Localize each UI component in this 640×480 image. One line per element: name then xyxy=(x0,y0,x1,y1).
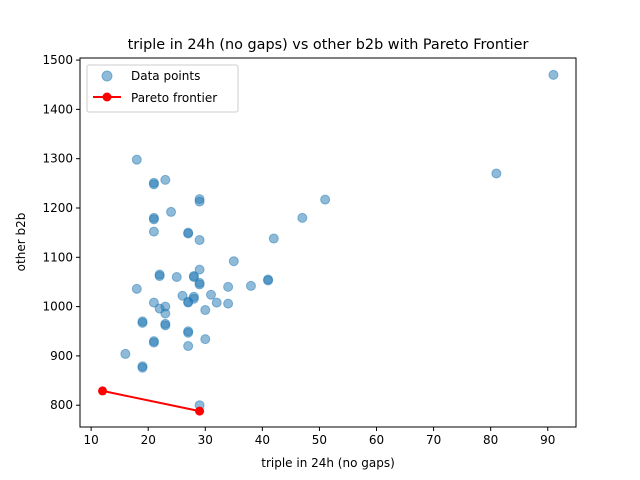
legend-box xyxy=(86,64,239,113)
data-point xyxy=(200,305,211,316)
data-point xyxy=(320,194,331,205)
y-tick-label: 1100 xyxy=(42,250,73,264)
data-point xyxy=(205,289,216,300)
data-point xyxy=(171,272,182,283)
data-point xyxy=(183,327,194,338)
data-point xyxy=(194,264,205,275)
data-point xyxy=(137,362,148,373)
x-tick-label: 90 xyxy=(540,433,555,447)
y-tick-label: 1500 xyxy=(42,53,73,67)
data-point xyxy=(177,290,188,301)
data-point xyxy=(131,283,142,294)
data-point xyxy=(548,69,559,80)
x-tick-label: 80 xyxy=(483,433,498,447)
plot-area: 10 20 30 40 50 60 70 80 90 800 900 1000 1100 1200 1300… xyxy=(42,53,577,447)
data-point xyxy=(154,271,165,282)
data-point xyxy=(120,348,131,359)
y-tick-label: 1000 xyxy=(42,300,73,314)
data-point xyxy=(211,297,222,308)
x-tick-label: 10 xyxy=(83,433,98,447)
axes-frame xyxy=(79,57,577,428)
legend-marker-pareto xyxy=(102,92,112,102)
pareto-frontier-line xyxy=(102,389,200,413)
x-axis-label: triple in 24h (no gaps) xyxy=(261,456,395,470)
data-point xyxy=(148,226,159,237)
y-tick-label: 1300 xyxy=(42,152,73,166)
x-tick-label: 20 xyxy=(141,433,156,447)
data-point xyxy=(131,154,142,165)
data-point xyxy=(183,341,194,352)
x-tick-label: 60 xyxy=(369,433,384,447)
data-point xyxy=(491,168,502,179)
data-point xyxy=(200,334,211,345)
chart-title: triple in 24h (no gaps) vs other b2b wit… xyxy=(128,37,529,53)
x-tick-label: 50 xyxy=(312,433,327,447)
data-point xyxy=(268,233,279,244)
data-point xyxy=(183,228,194,239)
x-tick-label: 40 xyxy=(255,433,270,447)
data-point xyxy=(154,303,165,314)
x-tick-label: 30 xyxy=(198,433,213,447)
data-point xyxy=(194,196,205,207)
data-point xyxy=(297,212,308,223)
legend-label-pareto: Pareto frontier xyxy=(131,91,217,105)
data-point xyxy=(228,256,239,267)
x-tick-label: 70 xyxy=(426,433,441,447)
data-point xyxy=(160,320,171,331)
data-point xyxy=(245,280,256,291)
legend-marker-data-points xyxy=(101,70,113,82)
y-axis-label: other b2b xyxy=(14,213,28,272)
data-point xyxy=(188,272,199,283)
data-point xyxy=(148,337,159,348)
data-point xyxy=(148,214,159,225)
pareto-point xyxy=(98,386,108,396)
legend-label-data-points: Data points xyxy=(131,69,200,83)
legend: Data points Pareto frontier xyxy=(86,64,239,113)
data-point xyxy=(166,206,177,217)
data-point xyxy=(194,235,205,246)
pareto-point xyxy=(195,406,205,416)
y-tick-label: 800 xyxy=(50,398,73,412)
data-point xyxy=(263,275,274,286)
data-point xyxy=(160,174,171,185)
data-point xyxy=(194,279,205,290)
data-point xyxy=(148,297,159,308)
y-tick-label: 1200 xyxy=(42,201,73,215)
data-point xyxy=(148,179,159,190)
data-point xyxy=(183,297,194,308)
y-tick-label: 900 xyxy=(50,349,73,363)
y-tick-label: 1400 xyxy=(42,102,73,116)
data-point xyxy=(137,317,148,328)
data-point xyxy=(223,281,234,292)
data-point xyxy=(223,298,234,309)
